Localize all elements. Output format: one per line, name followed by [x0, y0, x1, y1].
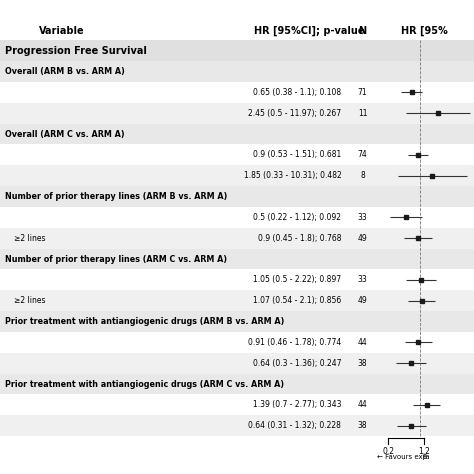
Text: Prior treatment with antiangiogenic drugs (ARM B vs. ARM A): Prior treatment with antiangiogenic drug…	[5, 317, 284, 326]
Bar	[0, 332, 474, 353]
Bar	[0, 269, 474, 290]
Bar	[0, 186, 474, 207]
Text: ≥2 lines: ≥2 lines	[14, 296, 46, 305]
Bar	[0, 415, 474, 436]
Text: 74: 74	[358, 150, 367, 159]
Text: 11: 11	[358, 109, 367, 118]
Bar	[0, 394, 474, 415]
Bar	[0, 374, 474, 394]
Text: HR [95%CI]; p-value: HR [95%CI]; p-value	[254, 26, 364, 36]
Text: 44: 44	[358, 338, 367, 347]
Bar	[0, 165, 474, 186]
Text: 0.91 (0.46 - 1.78); 0.774: 0.91 (0.46 - 1.78); 0.774	[248, 338, 341, 347]
Text: N: N	[358, 26, 367, 36]
Text: 71: 71	[358, 88, 367, 97]
Bar	[0, 248, 474, 269]
Bar	[0, 311, 474, 332]
Text: 0.64 (0.31 - 1.32); 0.228: 0.64 (0.31 - 1.32); 0.228	[248, 421, 341, 430]
Text: 38: 38	[358, 421, 367, 430]
Text: ← Favours exp: ← Favours exp	[377, 454, 427, 460]
Text: 8: 8	[360, 171, 365, 180]
Text: Overall (ARM C vs. ARM A): Overall (ARM C vs. ARM A)	[5, 129, 124, 138]
Text: 1.39 (0.7 - 2.77); 0.343: 1.39 (0.7 - 2.77); 0.343	[253, 401, 341, 410]
Text: ≥2 lines: ≥2 lines	[14, 234, 46, 243]
Text: 49: 49	[358, 296, 367, 305]
Text: 0.5 (0.22 - 1.12); 0.092: 0.5 (0.22 - 1.12); 0.092	[253, 213, 341, 222]
Text: 1.2: 1.2	[418, 447, 430, 456]
Text: Variable: Variable	[39, 26, 84, 36]
Text: 0.2: 0.2	[382, 447, 394, 456]
Bar	[0, 103, 474, 124]
Text: Fa: Fa	[423, 454, 430, 460]
Text: HR [95%: HR [95%	[401, 26, 447, 36]
Text: 44: 44	[358, 401, 367, 410]
Text: 33: 33	[358, 213, 367, 222]
Text: 1.05 (0.5 - 2.22); 0.897: 1.05 (0.5 - 2.22); 0.897	[253, 275, 341, 284]
Bar	[0, 353, 474, 374]
Text: 0.64 (0.3 - 1.36); 0.247: 0.64 (0.3 - 1.36); 0.247	[253, 359, 341, 368]
Bar	[0, 145, 474, 165]
Bar	[0, 207, 474, 228]
Text: Prior treatment with antiangiogenic drugs (ARM C vs. ARM A): Prior treatment with antiangiogenic drug…	[5, 380, 284, 389]
Text: 33: 33	[358, 275, 367, 284]
Text: 0.9 (0.45 - 1.8); 0.768: 0.9 (0.45 - 1.8); 0.768	[258, 234, 341, 243]
Text: Number of prior therapy lines (ARM B vs. ARM A): Number of prior therapy lines (ARM B vs.…	[5, 192, 227, 201]
Text: 0.9 (0.53 - 1.51); 0.681: 0.9 (0.53 - 1.51); 0.681	[253, 150, 341, 159]
Bar	[0, 82, 474, 103]
Text: 1.07 (0.54 - 2.1); 0.856: 1.07 (0.54 - 2.1); 0.856	[253, 296, 341, 305]
Text: 0.65 (0.38 - 1.1); 0.108: 0.65 (0.38 - 1.1); 0.108	[253, 88, 341, 97]
Text: 49: 49	[358, 234, 367, 243]
Bar	[0, 61, 474, 82]
Bar	[0, 228, 474, 248]
Text: 1.85 (0.33 - 10.31); 0.482: 1.85 (0.33 - 10.31); 0.482	[244, 171, 341, 180]
Text: Progression Free Survival: Progression Free Survival	[5, 46, 146, 56]
Text: Number of prior therapy lines (ARM C vs. ARM A): Number of prior therapy lines (ARM C vs.…	[5, 255, 227, 264]
Text: 2.45 (0.5 - 11.97); 0.267: 2.45 (0.5 - 11.97); 0.267	[248, 109, 341, 118]
Text: 38: 38	[358, 359, 367, 368]
Bar	[0, 124, 474, 145]
Bar	[0, 290, 474, 311]
Bar	[0, 40, 474, 61]
Text: Overall (ARM B vs. ARM A): Overall (ARM B vs. ARM A)	[5, 67, 125, 76]
